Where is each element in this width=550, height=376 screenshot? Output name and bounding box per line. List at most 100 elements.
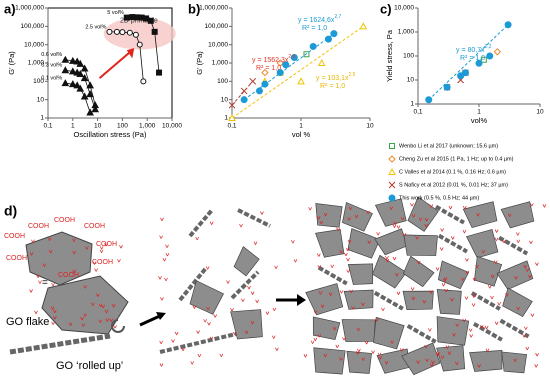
functional-group: [171, 339, 175, 343]
marker: [276, 69, 284, 77]
functional-group: [452, 333, 456, 337]
group-label: COOH: [4, 233, 25, 240]
functional-group: [247, 285, 251, 290]
functional-group: [462, 205, 467, 210]
functional-group: [435, 267, 440, 271]
functional-group: [529, 203, 534, 207]
functional-group: [336, 227, 340, 231]
functional-group: [195, 236, 200, 241]
functional-group: [415, 236, 419, 240]
functional-group: [101, 304, 105, 309]
functional-group: [502, 239, 506, 243]
functional-group: [411, 214, 416, 218]
functional-group: [339, 250, 343, 254]
functional-group: [465, 270, 470, 275]
marker: [359, 22, 368, 30]
functional-group: [476, 213, 480, 217]
functional-group: [487, 285, 492, 289]
functional-group: [472, 277, 477, 282]
x-tick-label: 1: [71, 123, 75, 130]
functional-group: [529, 240, 533, 244]
marker: [151, 28, 158, 35]
equation: y = 1624,6x2,7: [298, 14, 342, 24]
functional-group: [377, 352, 382, 356]
arrow-head: [126, 48, 135, 59]
functional-group: [206, 306, 210, 311]
functional-group: [250, 291, 255, 295]
functional-group: [42, 263, 47, 267]
functional-group: [497, 302, 501, 306]
x-tick-label: 10: [94, 123, 102, 130]
functional-group: [455, 361, 459, 365]
marker: [443, 83, 451, 91]
functional-group: [274, 265, 278, 269]
functional-group: [385, 258, 390, 263]
marker: [73, 57, 82, 65]
y-tick-label: 10: [37, 96, 45, 103]
arrow-head: [156, 312, 166, 320]
functional-group: [347, 217, 351, 221]
legend-marker: [389, 143, 395, 149]
go-flake: [436, 289, 462, 315]
go-flake: [343, 289, 374, 310]
functional-group: [424, 344, 428, 349]
functional-group: [355, 351, 360, 355]
go-flake: [469, 349, 503, 372]
functional-group: [485, 348, 490, 352]
functional-group: [95, 293, 100, 297]
functional-group: [72, 250, 77, 255]
legend-marker: [388, 181, 396, 189]
series-label: 0.3 vol%: [41, 63, 62, 69]
rolled-flake: [499, 318, 530, 339]
functional-group: [393, 221, 398, 225]
legend-label: Cheng Zu et al 2015 (1 Pa, 1 Hz; up to 0…: [399, 156, 514, 162]
functional-group: [462, 229, 467, 234]
functional-group: [381, 307, 385, 312]
functional-group: [104, 243, 108, 247]
marker: [86, 81, 94, 89]
marker: [156, 69, 163, 76]
equation-text: y = 103,1x: [316, 75, 349, 82]
functional-group: [505, 293, 509, 297]
functional-group: [339, 290, 344, 294]
marker: [330, 30, 338, 38]
marker: [73, 81, 82, 89]
functional-group: [272, 307, 277, 312]
x-axis-label: vol %: [292, 130, 311, 139]
marker: [119, 29, 126, 36]
functional-group: [203, 319, 207, 323]
functional-group: [429, 363, 434, 367]
functional-group: [392, 224, 397, 228]
functional-group: [53, 316, 57, 320]
marker: [317, 58, 326, 66]
functional-group: [226, 280, 230, 284]
functional-group: [468, 328, 473, 332]
functional-group: [29, 252, 34, 256]
functional-group: [308, 207, 312, 211]
marker: [61, 66, 70, 74]
y-tick-label: 100: [217, 78, 228, 85]
x-tick-label: 10: [536, 109, 544, 116]
functional-group: [31, 239, 35, 243]
functional-group: [402, 232, 407, 237]
functional-group: [471, 294, 476, 298]
marker: [80, 92, 89, 100]
go-flake: [401, 342, 441, 376]
y-tick-label: 1: [40, 115, 44, 122]
go-flake: [436, 316, 470, 346]
functional-group: [428, 328, 432, 332]
functional-group: [159, 340, 163, 345]
functional-group: [83, 313, 88, 317]
functional-group: [524, 326, 528, 330]
y-tick-label: 1,000: [398, 29, 415, 36]
functional-group: [416, 360, 420, 364]
functional-group: [105, 318, 110, 322]
x-axis-label: vol%: [471, 116, 488, 125]
marker: [309, 42, 317, 50]
functional-group: [460, 277, 465, 281]
marker: [147, 17, 154, 24]
functional-group: [181, 347, 185, 351]
functional-group: [209, 221, 214, 225]
